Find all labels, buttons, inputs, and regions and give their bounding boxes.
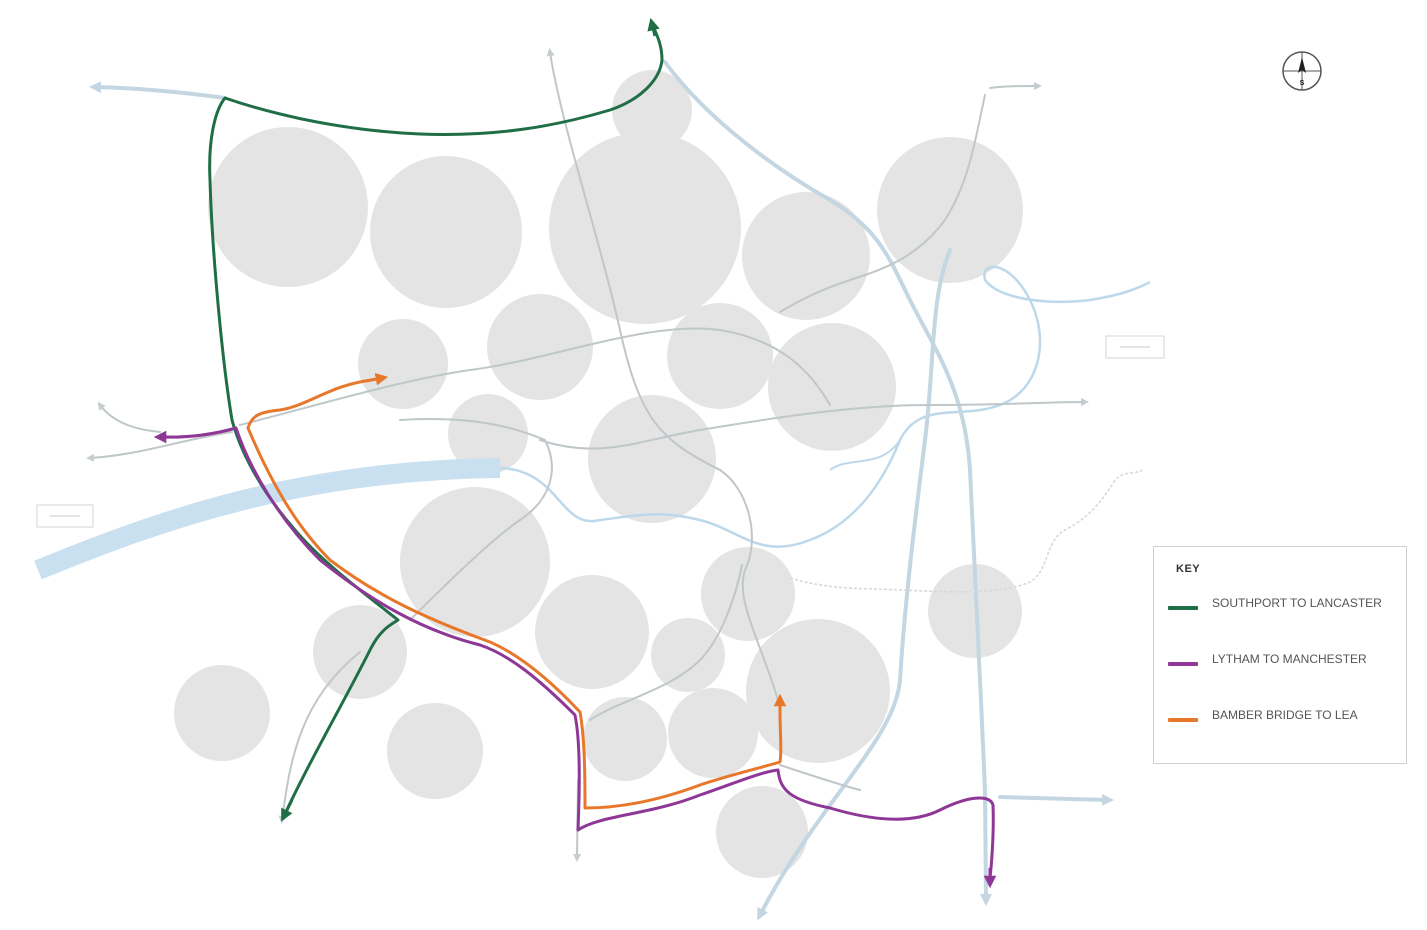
settlement — [387, 703, 483, 799]
settlement — [742, 192, 870, 320]
settlement — [716, 786, 808, 878]
road-sign-east — [1105, 335, 1165, 359]
rail-line — [97, 401, 161, 433]
rail-line — [779, 94, 986, 313]
route-southport-to-lancaster-arrow-south — [281, 799, 294, 822]
settlement — [768, 323, 896, 451]
settlement — [588, 395, 716, 523]
rail-line — [589, 564, 743, 721]
route-bamber-bridge-to-lea-arrow-east — [365, 372, 389, 386]
settlement — [583, 697, 667, 781]
settlement — [701, 547, 795, 641]
legend-swatch-green — [1168, 606, 1198, 610]
rail-line — [278, 651, 361, 824]
legend-title: KEY — [1176, 563, 1201, 575]
legend-swatch-orange — [1168, 718, 1198, 722]
compass-icon: S — [1282, 51, 1322, 91]
legend-item-bamber-bridge-to-lea: BAMBER BRIDGE TO LEA — [1168, 707, 1382, 724]
route-lytham-to-manchester — [159, 426, 995, 879]
rail-line — [539, 398, 1089, 450]
legend-item-lytham-to-manchester: LYTHAM TO MANCHESTER — [1168, 651, 1382, 668]
motorway-north-west — [89, 81, 227, 100]
settlement — [535, 575, 649, 689]
settlement — [358, 319, 448, 409]
river-channel — [499, 265, 1151, 548]
minor-route — [789, 469, 1143, 593]
rail-line — [399, 418, 553, 621]
river-estuary — [34, 458, 501, 580]
settlement — [668, 688, 758, 778]
settlement — [208, 127, 368, 287]
rail-line — [546, 48, 779, 701]
settlement — [370, 156, 522, 308]
legend-label: SOUTHPORT TO LANCASTER — [1212, 596, 1382, 610]
north-arrow-icon — [1298, 57, 1306, 73]
settlement-circles — [174, 70, 1023, 878]
route-bamber-bridge-to-lea — [246, 378, 783, 810]
river-tributary — [829, 439, 901, 471]
rail-line — [239, 327, 831, 426]
rail-line — [989, 82, 1042, 91]
settlement — [448, 394, 528, 474]
compass-label: S — [1300, 80, 1305, 87]
legend-label: LYTHAM TO MANCHESTER — [1212, 652, 1367, 666]
motorway-east-corridor — [663, 60, 992, 906]
settlement — [651, 618, 725, 692]
settlement — [612, 70, 692, 150]
map-legend: KEY SOUTHPORT TO LANCASTER LYTHAM TO MAN… — [1153, 546, 1407, 764]
settlement — [549, 132, 741, 324]
motorway-east — [998, 793, 1114, 806]
rail-line — [779, 764, 861, 791]
legend-label: BAMBER BRIDGE TO LEA — [1212, 708, 1358, 722]
settlement — [174, 665, 270, 761]
route-southport-to-lancaster-arrow-north — [647, 17, 660, 37]
rail-line — [86, 431, 233, 462]
route-southport-to-lancaster — [208, 23, 664, 817]
legend-swatch-purple — [1168, 662, 1198, 666]
legend-item-southport-to-lancaster: SOUTHPORT TO LANCASTER — [1168, 595, 1382, 612]
rail-lines — [86, 48, 1089, 862]
settlement — [667, 303, 773, 409]
settlement — [487, 294, 593, 400]
road-sign-west — [36, 504, 94, 528]
settlement — [746, 619, 890, 763]
